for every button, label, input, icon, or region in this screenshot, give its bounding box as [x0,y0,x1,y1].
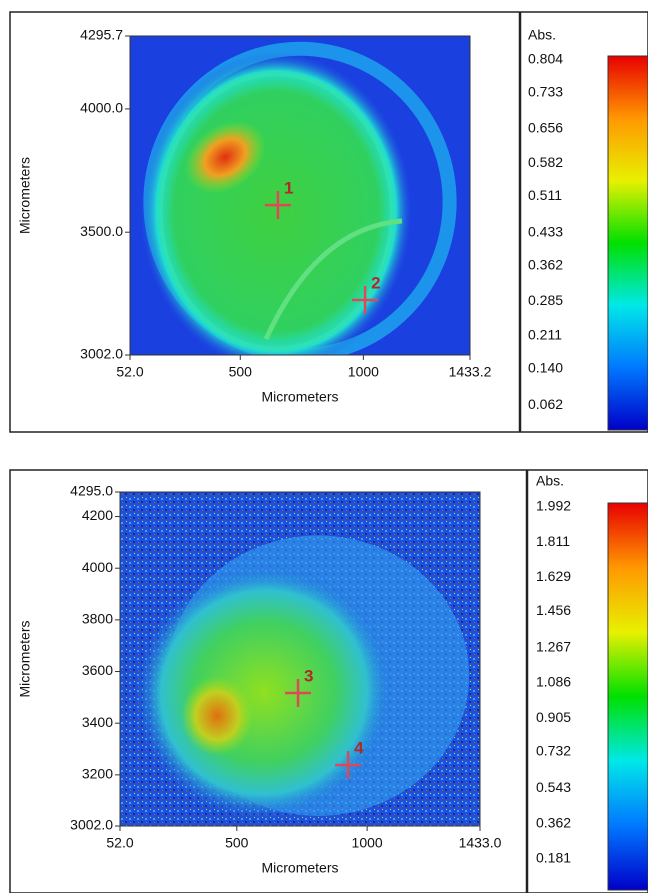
x-tick-label: 500 [229,364,253,380]
x-axis-label: Micrometers [261,389,338,405]
y-tick-label: 4295.7 [80,27,123,43]
colorbar-tick-label: 0.656 [528,120,563,136]
plot-border [129,35,471,356]
y-tick-label: 3800 [82,611,113,627]
colorbar-tick-label: 0.285 [528,292,563,308]
y-tick-label: 3500.0 [80,223,123,239]
x-tick-label: 1433.2 [449,364,492,380]
hot-spot [184,120,266,194]
colorbar-tick-label: 0.181 [536,850,571,866]
y-tick-label: 3002.0 [70,817,113,833]
y-axis-label: Micrometers [17,620,33,697]
colorbar-tick-label: 1.629 [536,568,571,584]
colorbar-tick-label: 0.140 [528,360,563,376]
colorbar-tick-label: 0.433 [528,223,563,239]
x-axis-label: Micrometers [261,860,338,876]
colorbar-label: Abs. [536,473,564,489]
y-tick-label: 3600 [82,662,113,678]
disc-rim [158,72,394,351]
marker-label: 1 [284,179,293,198]
panel-frame [9,11,648,433]
marker-label: 2 [371,273,380,292]
y-tick-label: 4000.0 [80,100,123,116]
y-tick-label: 4295.0 [70,483,113,499]
colorbar-tick-label: 0.732 [536,742,571,758]
colorbar-label: Abs. [528,27,556,43]
heatmap-image [130,36,470,355]
heatmap-image [120,492,480,826]
marker-label: 3 [304,666,313,685]
colorbar-tick-label: 0.062 [528,396,563,412]
y-tick-label: 3400 [82,714,113,730]
colorbar-tick-label: 0.362 [528,256,563,272]
colorbar-tick-label: 0.362 [536,814,571,830]
x-tick-label: 1000 [348,364,379,380]
y-tick-label: 3200 [82,766,113,782]
colorbar [607,502,648,891]
plot-border [119,491,481,827]
y-axis-label: Micrometers [17,157,33,234]
colorbar-tick-label: 1.811 [536,533,570,549]
colorbar-tick-label: 0.511 [528,187,562,203]
x-tick-label: 1433.0 [459,835,502,851]
hot-spot [181,675,254,756]
x-tick-label: 52.0 [106,835,133,851]
colorbar-tick-label: 0.582 [528,154,563,170]
x-tick-label: 52.0 [116,364,143,380]
colorbar-tick-label: 0.543 [536,779,571,795]
colorbar-tick-label: 0.733 [528,84,563,100]
panel-frame [9,469,648,893]
colorbar-tick-label: 1.456 [536,602,571,618]
colorbar-tick-label: 0.804 [528,51,563,67]
y-tick-label: 4000 [82,559,113,575]
marker-label: 4 [354,739,364,758]
x-tick-label: 1000 [352,835,383,851]
crease [263,218,403,341]
x-tick-label: 500 [225,835,249,851]
colorbar-tick-label: 1.992 [536,498,571,514]
y-tick-label: 4200 [82,507,113,523]
colorbar-tick-label: 0.905 [536,709,571,725]
y-tick-label: 3002.0 [80,346,123,362]
colorbar-tick-label: 1.267 [536,639,571,655]
colorbar [607,55,648,431]
colorbar-tick-label: 0.211 [528,327,562,343]
colorbar-tick-label: 1.086 [536,674,571,690]
disc [135,564,393,820]
disc [140,51,413,355]
